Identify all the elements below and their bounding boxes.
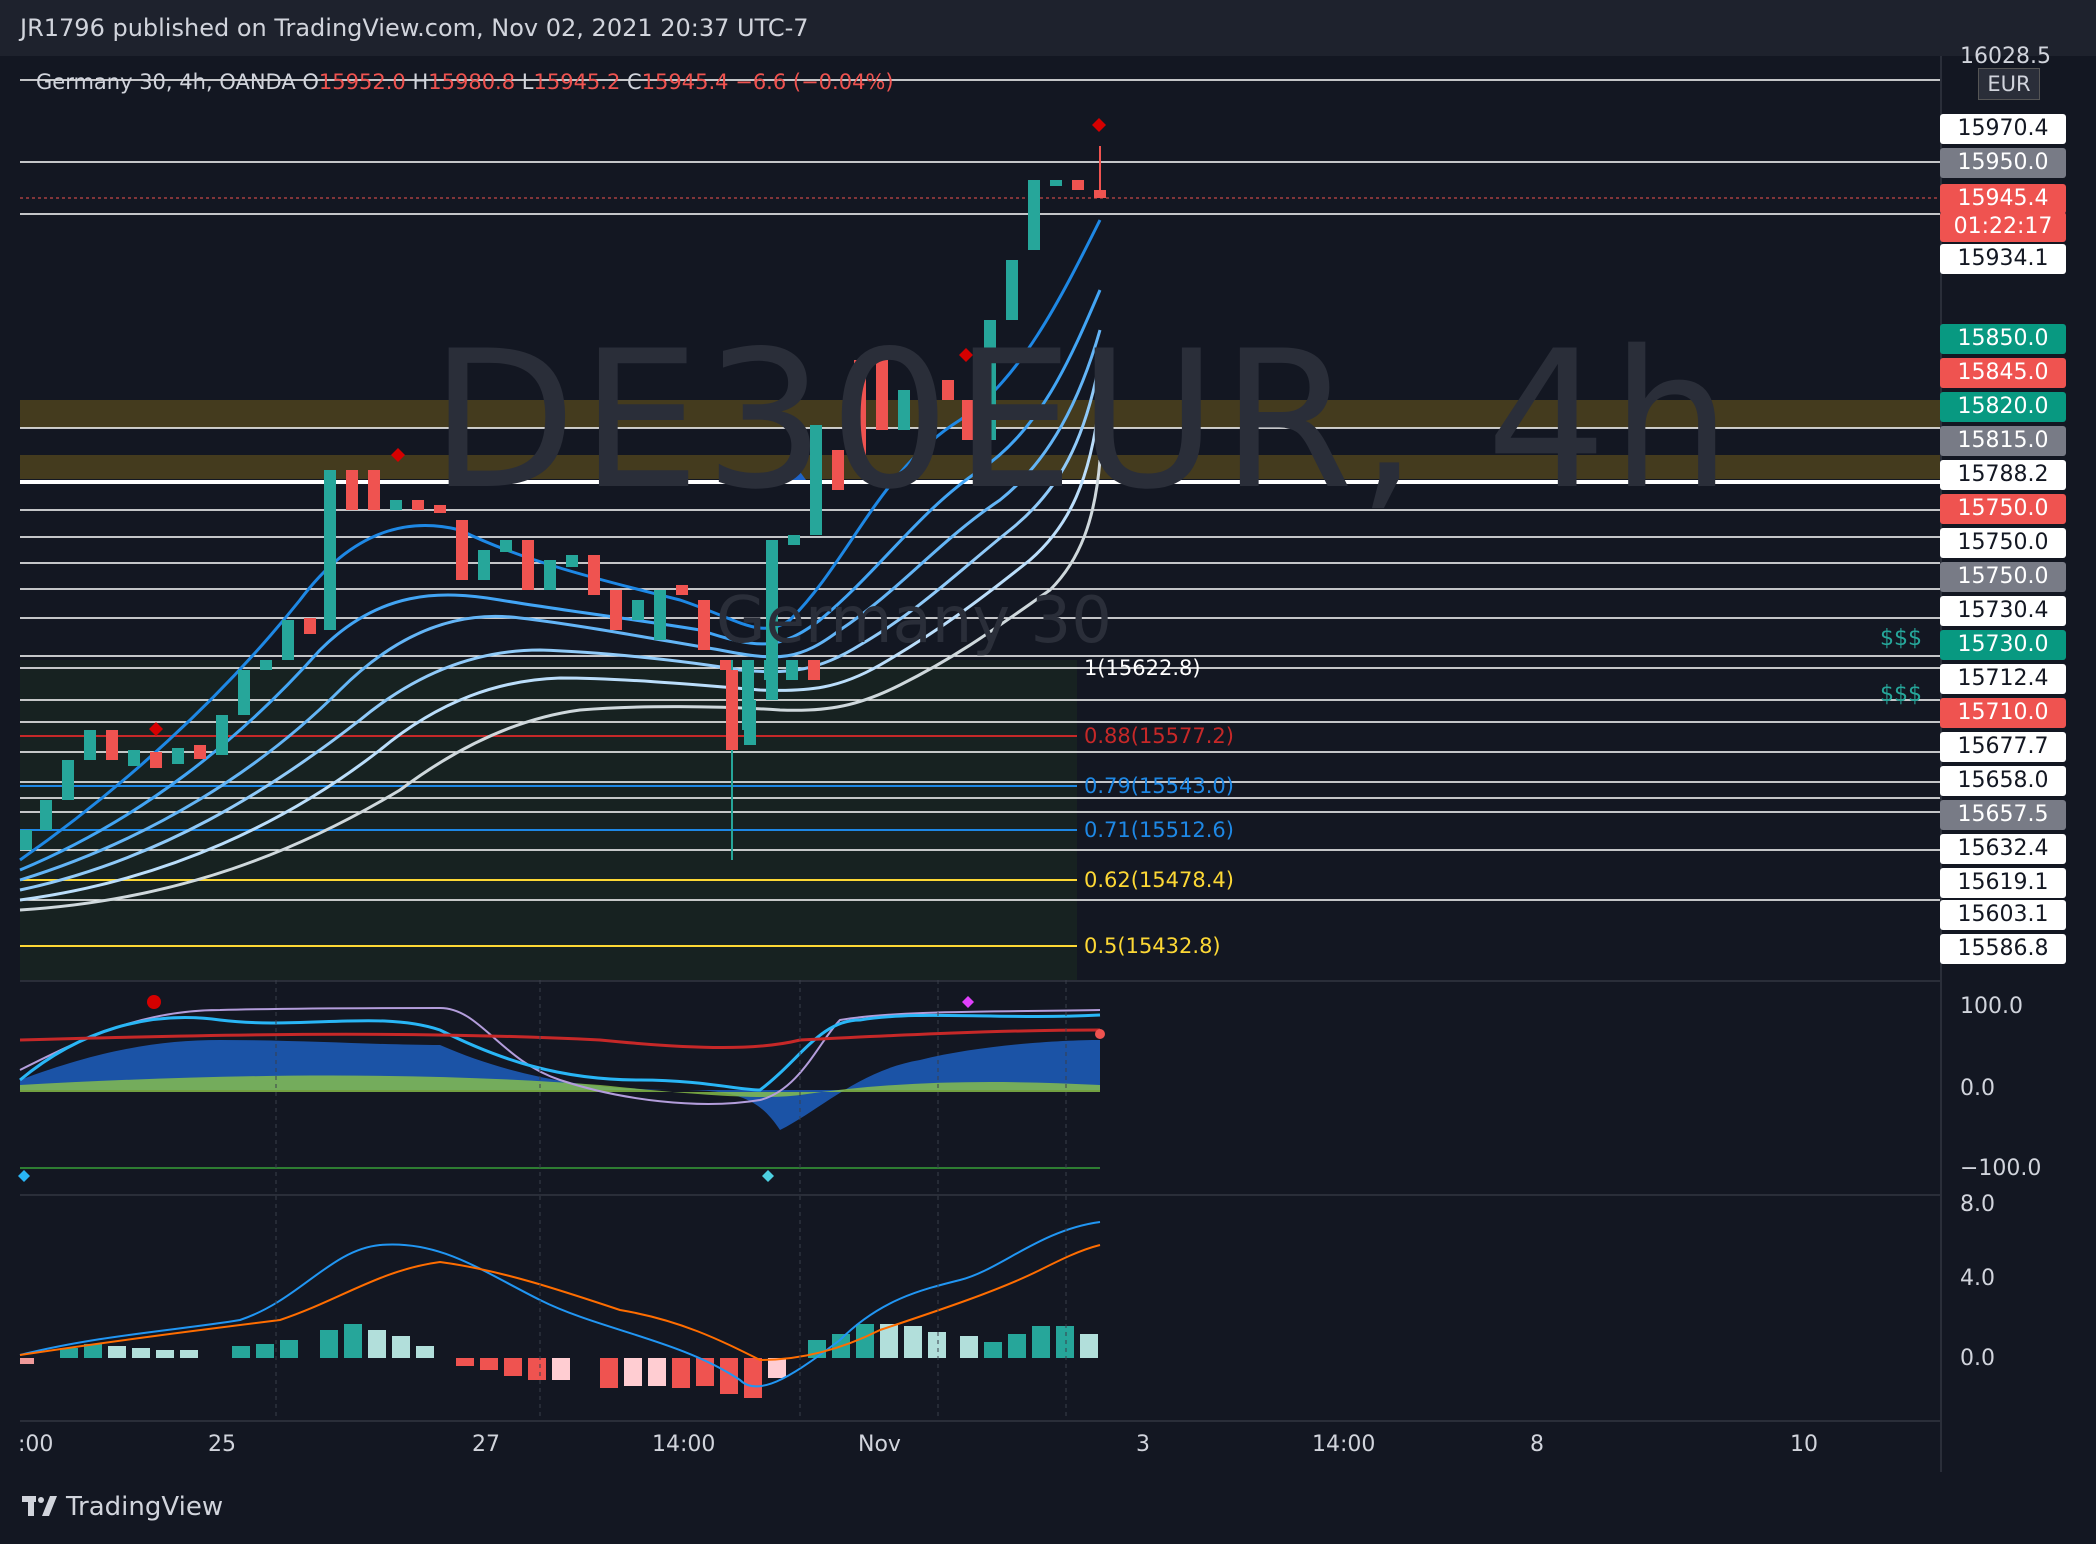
name-watermark: Germany 30: [716, 584, 1112, 658]
price-label: 15750.0: [1940, 494, 2066, 524]
time-label: 14:00: [1312, 1432, 1376, 1457]
fib-label-088: 0.88(15577.2): [1084, 724, 1234, 748]
price-label: 15934.1: [1940, 244, 2066, 274]
price-label: 15710.0: [1940, 698, 2066, 728]
open-value: 15952.0: [318, 70, 406, 94]
time-label: Nov: [858, 1432, 901, 1457]
price-label: 15632.4: [1940, 834, 2066, 864]
brand-name: TradingView: [66, 1492, 224, 1522]
price-axis-top: 16028.5: [1960, 44, 2051, 69]
high-label: H: [412, 70, 429, 94]
price-label: 15677.7: [1940, 732, 2066, 762]
ohlc-legend: Germany 30, 4h, OANDA O15952.0 H15980.8 …: [36, 70, 894, 94]
candles: [20, 146, 1106, 860]
price-label: 15750.0: [1940, 528, 2066, 558]
osc-axis-0: 0.0: [1960, 1076, 1995, 1101]
tradingview-icon: [22, 1496, 57, 1516]
price-label: 15815.0: [1940, 426, 2066, 456]
ticker-watermark: DE30EUR, 4h: [430, 310, 1736, 531]
open-label: O: [302, 70, 319, 94]
time-label: 27: [472, 1432, 500, 1457]
time-label: 10: [1790, 1432, 1818, 1457]
low-label: L: [521, 70, 534, 94]
top-bar: JR1796 published on TradingView.com, Nov…: [0, 0, 2096, 56]
close-value: 15945.4: [641, 70, 729, 94]
fib-shade: [20, 660, 1077, 980]
price-label: 15712.4: [1940, 664, 2066, 694]
triangle-marker: [774, 458, 806, 480]
price-label: 15658.0: [1940, 766, 2066, 796]
price-label: 15945.4: [1940, 184, 2066, 214]
price-label: 15730.0: [1940, 630, 2066, 660]
price-label: 15970.4: [1940, 114, 2066, 144]
price-label: 15603.1: [1940, 900, 2066, 930]
time-axis[interactable]: [20, 1420, 1940, 1474]
fib-label-079: 0.79(15543.0): [1084, 774, 1234, 798]
price-label: 15845.0: [1940, 358, 2066, 388]
time-label: 14:00: [652, 1432, 716, 1457]
price-label: 15950.0: [1940, 148, 2066, 178]
macd-histogram: [20, 1324, 1098, 1398]
signal-line: [19, 1244, 1101, 1362]
osc-axis-100: 100.0: [1960, 994, 2023, 1019]
zone-lower: [20, 455, 1940, 479]
osc-axis-minus100: −100.0: [1960, 1156, 2042, 1181]
price-label: 15730.4: [1940, 596, 2066, 626]
price-label: 15586.8: [1940, 934, 2066, 964]
macd-axis-4: 4.0: [1960, 1266, 1995, 1291]
time-label: 8: [1530, 1432, 1544, 1457]
price-label: 15820.0: [1940, 392, 2066, 422]
macd-axis-8: 8.0: [1960, 1192, 1995, 1217]
fib-label-071: 0.71(15512.6): [1084, 818, 1234, 842]
fib-label-05: 0.5(15432.8): [1084, 934, 1221, 958]
price-label: 15657.5: [1940, 800, 2066, 830]
time-label: :00: [18, 1432, 54, 1457]
macd-axis-0: 0.0: [1960, 1346, 1995, 1371]
time-grid: [275, 980, 1067, 1420]
symbol-label: Germany 30, 4h, OANDA: [36, 70, 296, 94]
fib-label-062: 0.62(15478.4): [1084, 868, 1234, 892]
level-lines: [20, 79, 1940, 901]
footer: [0, 1472, 2096, 1544]
currency-badge[interactable]: EUR: [1978, 68, 2040, 100]
time-label: 3: [1136, 1432, 1150, 1457]
fib-label-1: 1(15622.8): [1084, 656, 1201, 680]
price-label: 15788.2: [1940, 460, 2066, 490]
price-axis[interactable]: [1940, 56, 2096, 1472]
tradingview-logo[interactable]: TradingView: [22, 1492, 223, 1522]
change-value: −6.6 (−0.04%): [735, 70, 894, 94]
time-label: 25: [208, 1432, 236, 1457]
high-value: 15980.8: [428, 70, 516, 94]
dollar-mark: $$$: [1880, 626, 1922, 651]
price-label: 15750.0: [1940, 562, 2066, 592]
price-label: 15619.1: [1940, 868, 2066, 898]
close-label: C: [627, 70, 642, 94]
price-label: 01:22:17: [1940, 212, 2066, 242]
diamond-marker: [1092, 118, 1106, 132]
published-info: JR1796 published on TradingView.com, Nov…: [20, 14, 809, 42]
price-label: 15850.0: [1940, 324, 2066, 354]
dollar-mark: $$$: [1880, 682, 1922, 707]
oscillator-plot: [18, 995, 1105, 1182]
low-value: 15945.2: [533, 70, 621, 94]
